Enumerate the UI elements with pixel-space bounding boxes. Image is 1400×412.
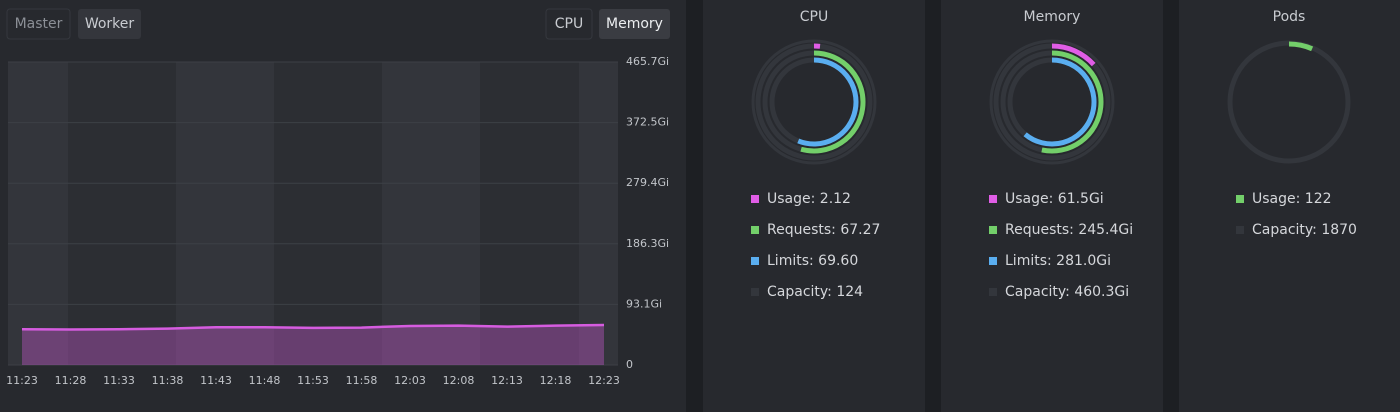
y-tick-label: 186.3Gi: [626, 237, 669, 250]
pods-panel: [1179, 0, 1400, 412]
legend-swatch: [1236, 195, 1244, 203]
time-stripes: [8, 62, 618, 365]
memory-panel: [941, 0, 1163, 412]
y-tick-label: 0: [626, 358, 633, 371]
legend-swatch: [989, 257, 997, 265]
legend-label: Capacity: 1870: [1252, 222, 1357, 238]
x-tick-label: 12:13: [491, 374, 523, 387]
legend-swatch: [751, 226, 759, 234]
cpu-panel: [703, 0, 925, 412]
x-tick-label: 11:53: [297, 374, 329, 387]
legend-swatch: [751, 257, 759, 265]
y-tick-label: 372.5Gi: [626, 116, 669, 129]
ring-arc: [1051, 43, 1096, 67]
y-tick-label: 279.4Gi: [626, 176, 669, 189]
legend-label: Capacity: 460.3Gi: [1005, 284, 1129, 300]
tab-button[interactable]: [545, 8, 593, 40]
y-tick-label: 93.1Gi: [626, 297, 662, 310]
legend-swatch: [989, 226, 997, 234]
area-fill: [22, 324, 604, 365]
x-tick-label: 12:18: [540, 374, 572, 387]
legend-label: Limits: 281.0Gi: [1005, 253, 1111, 269]
ring-arc: [1288, 41, 1314, 52]
tab-label[interactable]: Worker: [85, 16, 135, 32]
x-tick-label: 11:48: [249, 374, 281, 387]
legend-swatch: [751, 195, 759, 203]
x-tick-label: 11:38: [152, 374, 184, 387]
legend-label: Usage: 61.5Gi: [1005, 191, 1104, 207]
tab-button[interactable]: [599, 9, 670, 39]
panel-title: Memory: [1024, 9, 1081, 25]
x-tick-label: 12:08: [443, 374, 475, 387]
tab-label[interactable]: Memory: [606, 16, 663, 32]
x-tick-label: 11:28: [55, 374, 87, 387]
legend-swatch: [1236, 226, 1244, 234]
capacity-ring: [751, 39, 877, 165]
legend-label: Capacity: 124: [767, 284, 863, 300]
tab-label[interactable]: Master: [15, 16, 63, 32]
legend-label: Limits: 69.60: [767, 253, 858, 269]
tab-button[interactable]: [78, 9, 141, 39]
tab-button[interactable]: [6, 8, 71, 40]
x-tick-label: 11:43: [200, 374, 232, 387]
tab-label[interactable]: CPU: [555, 16, 583, 32]
x-tick-label: 12:23: [588, 374, 620, 387]
capacity-ring: [989, 39, 1115, 165]
panel-title: CPU: [800, 9, 828, 25]
ring-arc: [1023, 57, 1097, 147]
ring-arc: [1041, 50, 1104, 154]
legend-label: Requests: 67.27: [767, 222, 880, 238]
legend-swatch: [751, 288, 759, 296]
ring-arc: [800, 50, 866, 154]
legend-label: Usage: 122: [1252, 191, 1332, 207]
legend-swatch: [989, 195, 997, 203]
x-tick-label: 12:03: [394, 374, 426, 387]
legend-swatch: [989, 288, 997, 296]
area-line: [21, 323, 605, 331]
legend-label: Requests: 245.4Gi: [1005, 222, 1133, 238]
panel-title: Pods: [1273, 9, 1306, 25]
x-tick-label: 11:58: [346, 374, 378, 387]
x-tick-label: 11:33: [103, 374, 135, 387]
ring-arc: [797, 57, 859, 147]
x-tick-label: 11:23: [6, 374, 38, 387]
legend-label: Usage: 2.12: [767, 191, 851, 207]
y-tick-label: 465.7Gi: [626, 55, 669, 68]
